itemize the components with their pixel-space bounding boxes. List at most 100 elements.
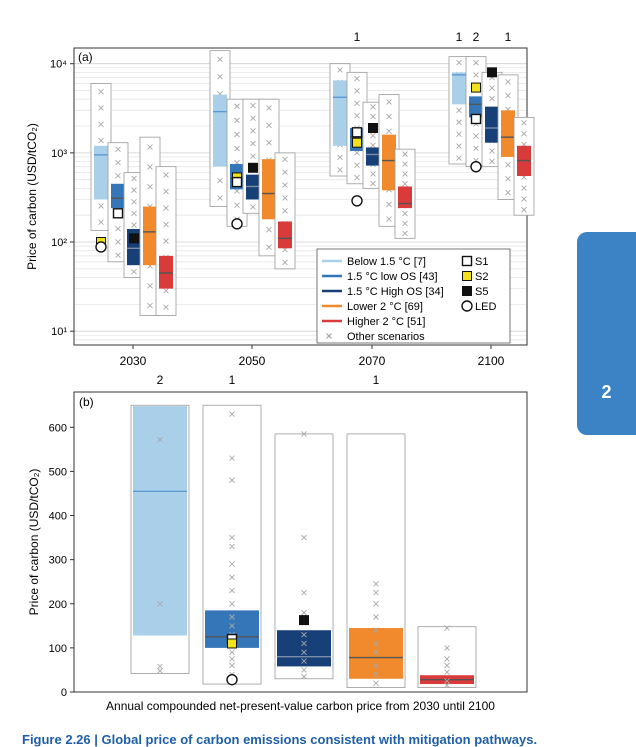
other-scenario-cross	[229, 623, 235, 629]
other-scenario-cross	[373, 600, 379, 607]
other-scenario-cross	[282, 182, 288, 188]
legend-label: Other scenarios	[347, 331, 425, 343]
panel-b: 0 100 200 300 400 500 600 Price of carbon (USD/…	[27, 373, 528, 713]
other-scenario-cross	[217, 177, 223, 184]
other-scenario-cross	[505, 162, 511, 168]
iqr-box-lower2	[501, 110, 515, 157]
iqr-box-lower2	[143, 206, 157, 266]
other-scenario-cross	[301, 534, 307, 541]
iqr-box-higher2	[398, 186, 412, 209]
other-scenario-cross	[489, 148, 495, 154]
other-scenario-cross	[250, 128, 256, 134]
other-scenario-cross	[386, 201, 392, 208]
other-scenario-cross	[301, 609, 307, 616]
marker-s5	[368, 123, 378, 134]
other-scenario-cross	[234, 188, 240, 194]
iqr-box-below15	[452, 72, 466, 105]
y-tick-label: 100	[49, 643, 67, 655]
legend-marker-label: S1	[475, 256, 488, 268]
other-scenario-cross	[354, 75, 360, 82]
other-scenario-cross	[115, 225, 121, 232]
y-tick-label: 10²	[51, 237, 67, 249]
marker-led	[470, 160, 482, 173]
other-scenario-cross	[473, 72, 479, 78]
legend-box	[316, 248, 511, 344]
other-scenario-cross	[147, 164, 153, 170]
other-scenario-cross	[402, 151, 408, 157]
scenario-count-label: 2	[157, 373, 164, 387]
other-scenario-cross	[444, 678, 450, 684]
iqr-box-below15	[94, 145, 108, 200]
other-scenario-cross	[373, 662, 379, 669]
iqr-box-high_os	[485, 106, 499, 143]
y-tick-label: 10⁴	[50, 59, 67, 71]
y-tick-label: 300	[49, 555, 67, 567]
other-scenario-cross	[489, 158, 495, 165]
other-scenario-cross	[98, 203, 104, 209]
plot-frame	[73, 391, 528, 693]
other-scenario-cross	[386, 113, 392, 120]
other-scenario-cross	[115, 172, 121, 179]
marker-s1	[470, 113, 482, 125]
other-scenario-cross	[386, 216, 392, 222]
other-scenario-cross	[131, 222, 137, 228]
other-scenario-cross	[402, 171, 408, 177]
other-scenario-cross	[282, 169, 288, 176]
other-scenario-cross	[337, 67, 343, 73]
marker-s2	[462, 271, 472, 281]
legend-label: Below 1.5 °C [7]	[347, 256, 426, 268]
other-scenario-cross	[157, 668, 163, 674]
other-scenario-cross	[115, 159, 121, 166]
other-scenario-cross	[157, 436, 163, 443]
other-scenario-cross	[456, 59, 462, 66]
other-scenario-cross	[456, 119, 462, 126]
other-scenario-cross	[373, 649, 379, 656]
other-scenario-cross	[505, 175, 511, 182]
marker-s5	[487, 67, 497, 78]
scenario-count-label: 1	[505, 30, 512, 44]
x-tick-label: 2030	[120, 354, 147, 368]
other-scenario-cross	[282, 259, 288, 266]
other-scenario-cross	[444, 645, 450, 651]
other-scenario-cross	[229, 455, 235, 461]
other-scenario-cross	[115, 239, 121, 245]
other-scenario-cross	[373, 614, 379, 620]
panel-a: 10¹ 10² 10³ 10⁴ Price of carbon (USD/tCO₂) (a…	[25, 30, 535, 368]
other-scenario-cross	[386, 99, 392, 105]
other-scenario-cross	[163, 238, 169, 244]
other-scenario-cross	[402, 230, 408, 237]
other-scenario-cross	[163, 188, 169, 195]
other-scenario-cross	[444, 682, 450, 689]
other-scenario-cross	[250, 140, 256, 147]
other-scenario-cross	[354, 112, 360, 119]
other-scenario-cross	[234, 202, 240, 208]
other-scenario-cross	[473, 133, 479, 139]
other-scenario-cross	[521, 119, 527, 126]
other-scenario-cross	[98, 121, 104, 128]
iqr-box-below15	[333, 80, 347, 146]
other-scenario-cross	[234, 103, 240, 110]
other-scenario-cross	[456, 143, 462, 149]
other-scenario-cross	[444, 625, 450, 631]
y-tick-label: 10³	[51, 148, 67, 160]
other-scenario-cross	[217, 56, 223, 63]
other-scenario-cross	[402, 181, 408, 187]
y-tick-label: 600	[49, 422, 67, 434]
other-scenario-cross	[163, 205, 169, 211]
other-scenario-cross	[473, 59, 479, 66]
other-scenario-cross	[163, 221, 169, 228]
other-scenario-cross	[266, 139, 272, 146]
iqr-box-below15	[213, 94, 227, 167]
other-scenario-cross	[370, 180, 376, 187]
marker-s5	[299, 615, 309, 626]
other-scenario-cross	[131, 175, 137, 182]
other-scenario-cross	[301, 649, 307, 656]
other-scenario-cross	[234, 145, 240, 152]
other-scenario-cross	[373, 589, 379, 596]
iqr-box-higher2	[278, 221, 292, 249]
other-scenario-cross	[229, 561, 235, 567]
other-scenario-cross	[229, 543, 235, 550]
legend-label: 1.5 °C High OS [34]	[347, 286, 444, 298]
other-scenario-cross	[521, 130, 527, 137]
